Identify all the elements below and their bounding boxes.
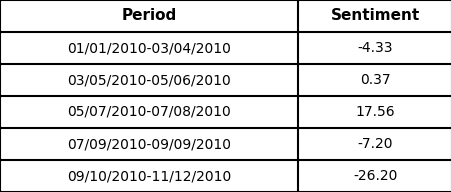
Text: -7.20: -7.20 [357, 137, 392, 151]
Text: Sentiment: Sentiment [330, 8, 419, 23]
Text: 0.37: 0.37 [359, 73, 390, 87]
Text: 17.56: 17.56 [354, 105, 394, 119]
Text: 07/09/2010-09/09/2010: 07/09/2010-09/09/2010 [67, 137, 230, 151]
Text: 09/10/2010-11/12/2010: 09/10/2010-11/12/2010 [67, 169, 231, 183]
Text: 03/05/2010-05/06/2010: 03/05/2010-05/06/2010 [67, 73, 230, 87]
Text: 05/07/2010-07/08/2010: 05/07/2010-07/08/2010 [67, 105, 230, 119]
Text: -4.33: -4.33 [357, 41, 392, 55]
Text: 01/01/2010-03/04/2010: 01/01/2010-03/04/2010 [67, 41, 230, 55]
Text: Period: Period [121, 8, 176, 23]
Text: -26.20: -26.20 [352, 169, 396, 183]
